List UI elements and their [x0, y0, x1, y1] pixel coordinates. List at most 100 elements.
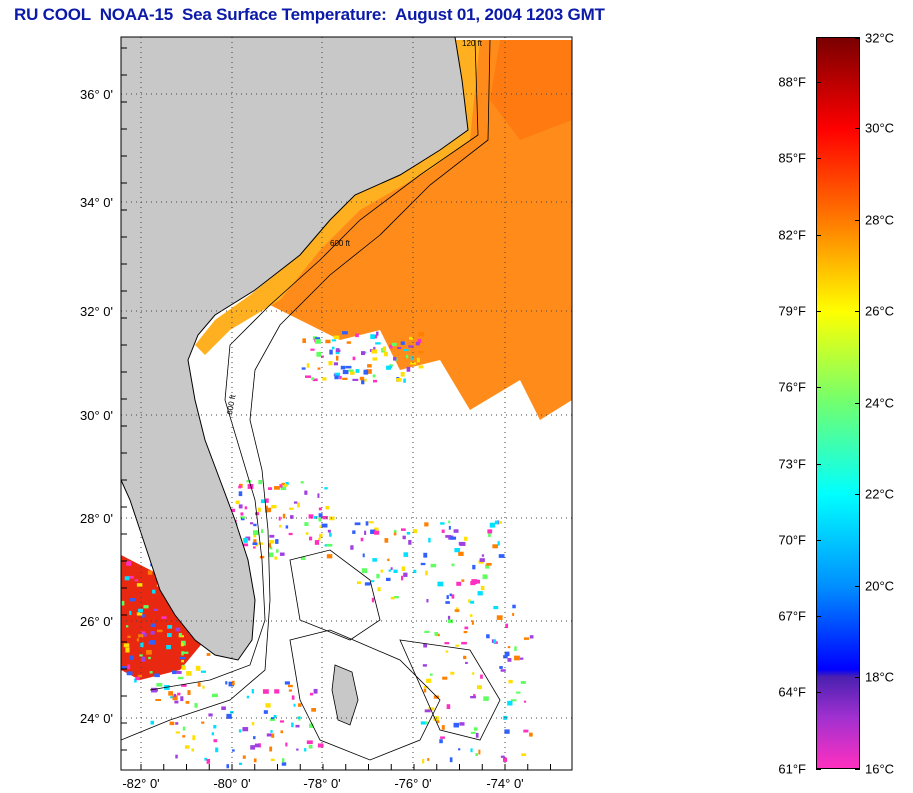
sst-pixel — [263, 710, 268, 714]
sst-pixel — [494, 520, 499, 525]
sst-pixel — [488, 533, 491, 537]
sst-pixel — [240, 512, 244, 516]
sst-pixel — [306, 363, 310, 368]
sst-pixel — [383, 351, 388, 357]
sst-pixel — [334, 372, 341, 377]
sst-pixel — [503, 655, 508, 659]
sst-pixel — [324, 544, 329, 547]
sst-pixel — [321, 523, 328, 528]
sst-pixel — [309, 723, 314, 728]
sst-pixel — [149, 671, 153, 674]
sst-pixel — [325, 505, 330, 510]
sst-pixel — [128, 575, 134, 579]
sst-pixel — [423, 643, 428, 648]
sst-pixel — [468, 599, 471, 603]
sst-pixel — [270, 730, 273, 733]
sst-pixel — [417, 338, 422, 344]
sst-pixel — [136, 638, 140, 642]
sst-pixel — [304, 490, 308, 495]
sst-pixel — [315, 339, 321, 344]
sst-pixel — [181, 665, 186, 670]
colorbar-tick — [855, 494, 860, 495]
sst-pixel — [341, 331, 348, 335]
sst-pixel — [448, 525, 451, 530]
sst-pixel — [161, 616, 167, 620]
sst-pixel — [500, 755, 505, 758]
sst-pixel — [461, 579, 465, 582]
sst-pixel — [424, 709, 431, 713]
sst-pixel — [288, 689, 293, 692]
lat-label: 34° 0' — [80, 195, 113, 210]
sst-pixel — [141, 656, 146, 662]
sst-pixel — [397, 347, 402, 350]
sst-pixel — [529, 732, 533, 737]
colorbar-c-label: 32°C — [865, 30, 895, 46]
sst-pixel — [204, 757, 208, 761]
sst-pixel — [175, 754, 178, 759]
sst-pixel — [169, 721, 175, 726]
sst-pixel — [316, 351, 322, 357]
sst-pixel — [274, 689, 280, 694]
sst-pixel — [172, 670, 177, 675]
sst-pixel — [150, 631, 155, 635]
sst-pixel — [481, 554, 485, 557]
sst-pixel — [364, 530, 367, 535]
sst-pixel — [253, 523, 257, 527]
sst-pixel — [473, 694, 476, 697]
colorbar-f-label: 70°F — [778, 532, 806, 548]
lat-label: 30° 0' — [80, 408, 113, 423]
sst-pixel — [226, 764, 230, 769]
sst-pixel — [206, 758, 211, 764]
sst-pixel — [202, 685, 205, 689]
sst-pixel — [266, 733, 272, 737]
sst-pixel — [181, 651, 184, 656]
sst-pixel — [247, 484, 254, 489]
sst-pixel — [300, 481, 304, 484]
sst-pixel — [182, 735, 186, 738]
sst-pixel — [342, 377, 348, 380]
sst-pixel — [352, 530, 356, 534]
sst-pixel — [280, 486, 287, 491]
sst-pixel — [393, 596, 399, 599]
sst-pixel — [512, 604, 516, 609]
sst-pixel — [290, 515, 294, 519]
sst-pixel — [312, 336, 317, 341]
colorbar-f-label: 79°F — [778, 303, 806, 319]
sst-pixel — [260, 499, 265, 504]
sst-pixel — [469, 614, 473, 617]
sst-pixel — [242, 727, 249, 732]
colorbar-c-label: 18°C — [865, 669, 895, 685]
sst-pixel — [335, 348, 340, 353]
sst-pixel — [446, 704, 451, 710]
colorbar-tick — [855, 38, 860, 39]
sst-pixel — [252, 546, 256, 549]
sst-pixel — [447, 619, 453, 624]
sst-pixel — [331, 346, 335, 350]
sst-pixel — [186, 671, 192, 676]
sst-pixel — [296, 748, 299, 751]
sst-pixel — [464, 626, 469, 630]
sst-pixel — [230, 508, 236, 513]
colorbar-f-label: 64°F — [778, 684, 806, 700]
sst-pixel — [391, 342, 397, 347]
lat-label: 36° 0' — [80, 87, 113, 102]
sst-pixel — [450, 536, 457, 540]
sst-pixel — [129, 655, 134, 660]
sst-pixel — [276, 549, 279, 553]
sst-pixel — [497, 541, 500, 546]
sst-pixel — [269, 746, 273, 752]
sst-pixel — [166, 645, 171, 650]
lon-label: -80° 0' — [213, 776, 250, 791]
sst-pixel — [288, 532, 293, 536]
sst-pixel — [401, 575, 404, 581]
sst-pixel — [390, 567, 393, 570]
sst-pixel — [371, 597, 375, 603]
sst-pixel — [315, 337, 321, 341]
sst-pixel — [213, 739, 218, 743]
sst-pixel — [184, 745, 190, 749]
sst-pixel — [271, 733, 275, 738]
sst-pixel — [243, 537, 248, 543]
sst-pixel — [486, 562, 492, 566]
sst-pixel — [125, 647, 130, 653]
sst-pixel — [252, 542, 258, 546]
